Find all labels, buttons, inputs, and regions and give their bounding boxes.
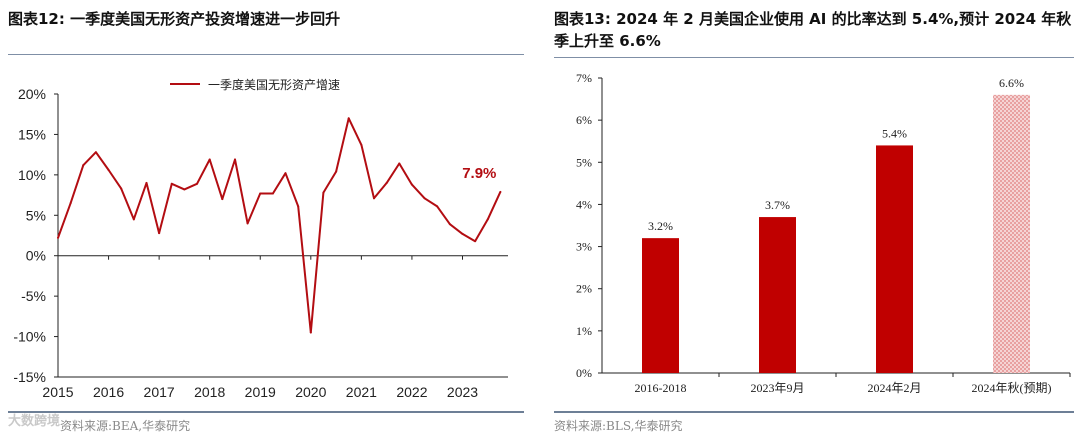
watermark-text: 大数跨境 [8,414,61,429]
y-tick-label: 0% [576,366,592,380]
data-point [385,181,388,184]
left-line-chart: 20% 15% 10% 5% 0% -5% -10% -15%2015 2016 2017 2018… [13,77,508,400]
x-tick-label: 2020 [295,384,326,400]
data-point [335,170,338,173]
annotation-last-value: 7.9% [462,165,496,182]
data-point [170,182,173,185]
x-category-label: 2024年2月 [867,381,921,395]
right-figure-title: 图表13: 2024 年 2 月美国企业使用 AI 的比率达到 5.4%,预计 … [554,10,1072,50]
data-point [82,164,85,167]
bar-data-label: 5.4% [882,126,907,140]
data-point [132,218,135,221]
bar-3 [876,145,913,373]
data-point [347,117,350,120]
y-tick-label: 1% [576,324,592,338]
x-category-label: 2016-2018 [635,381,687,395]
data-point [259,192,262,195]
data-point [94,151,97,154]
data-point [221,198,224,201]
y-tick-label: -15% [13,369,46,385]
data-point [474,240,477,243]
y-tick-label: 0% [26,248,46,264]
data-point [499,190,502,193]
x-tick-label: 2017 [144,384,175,400]
y-tick-label: 20% [18,86,46,102]
right-source-note: 资料来源:BLS,华泰研究 [554,419,683,433]
x-tick-label: 2015 [42,384,73,400]
data-point [158,232,161,235]
data-point [145,181,148,184]
data-point [208,158,211,161]
y-tick-label: 5% [26,207,46,223]
data-point [309,331,312,334]
x-tick-label: 2018 [194,384,225,400]
y-tick-label: 6% [576,113,592,127]
y-tick-label: 7% [576,71,592,85]
data-point [398,162,401,165]
left-figure-panel: 图表12: 一季度美国无形资产投资增速进一步回升 20% 15% 10% 5% 0% -5… [0,0,530,441]
bar-data-label: 6.6% [999,76,1024,90]
data-point [233,158,236,161]
right-title-rule [554,57,1074,58]
y-tick-label: 15% [18,126,46,142]
y-tick-label: 4% [576,197,592,211]
data-point [423,197,426,200]
data-point [69,202,72,205]
bar-data-label: 3.2% [648,219,673,233]
y-tick-label: -5% [21,288,46,304]
y-tick-label: -10% [13,329,46,345]
data-point [246,222,249,225]
x-tick-label: 2023 [447,384,478,400]
x-category-label: 2024年秋(预期) [972,381,1052,395]
data-point [373,197,376,200]
x-tick-label: 2016 [93,384,124,400]
series-line-intangible-growth [57,117,502,334]
x-tick-label: 2021 [346,384,377,400]
data-point [271,192,274,195]
bar-1 [642,238,679,373]
data-point [284,172,287,175]
data-point [183,188,186,191]
x-tick-label: 2022 [396,384,427,400]
bar-2 [759,217,796,373]
x-category-label: 2023年9月 [750,381,804,395]
right-bottom-rule [554,411,1074,413]
y-tick-label: 2% [576,282,592,296]
data-point [297,205,300,208]
data-point [57,236,59,239]
left-source-note: 资料来源:BEA,华泰研究 [60,419,191,433]
right-figure-panel: 图表13: 2024 年 2 月美国企业使用 AI 的比率达到 5.4%,预计 … [548,0,1080,441]
data-point [486,218,489,221]
y-tick-label: 10% [18,167,46,183]
data-point [322,191,325,194]
x-tick-label: 2019 [245,384,276,400]
y-tick-label: 5% [576,155,592,169]
data-point [120,187,123,190]
bar-data-label: 3.7% [765,198,790,212]
data-point [448,223,451,226]
bar-4 [993,94,1030,373]
right-bar-chart: 7% 6% 5% 4% 3% 2% 1% 0% 3.2% 2016-2018 3.7% 2023年9月… [576,71,1071,395]
data-point [436,205,439,208]
data-point [410,183,413,186]
left-title-rule [8,54,524,55]
data-point [360,143,363,146]
legend-label: 一季度美国无形资产增速 [208,77,340,92]
data-point [107,169,110,172]
data-point [461,232,464,235]
y-tick-label: 3% [576,240,592,254]
left-figure-title: 图表12: 一季度美国无形资产投资增速进一步回升 [8,10,341,28]
data-point [196,182,199,185]
left-bottom-rule [8,411,524,413]
